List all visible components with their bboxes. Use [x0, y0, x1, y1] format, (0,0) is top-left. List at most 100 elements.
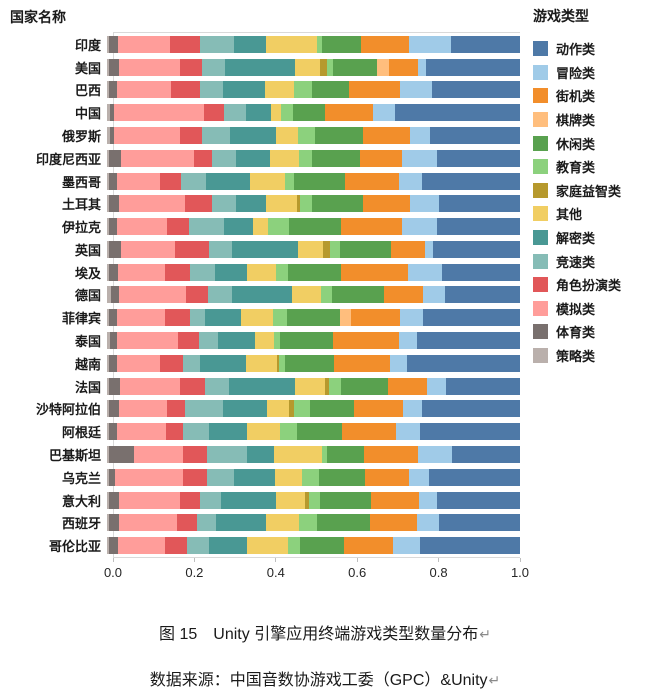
paragraph-mark: ↵ [479, 626, 491, 642]
bar-segment [274, 445, 322, 463]
bar-row: 意大利 [0, 489, 520, 512]
bar-segment [116, 423, 167, 441]
bar-segment [340, 263, 409, 281]
bar-segment [388, 58, 418, 76]
x-tick-mark [275, 558, 277, 562]
stacked-bar [107, 332, 520, 350]
stacked-bar [107, 468, 520, 486]
bar-segment [359, 149, 402, 167]
bar-segment [437, 149, 520, 167]
bar-segment [451, 35, 520, 53]
bar-rows: 印度 美国 巴西 中国 俄罗斯 印度尼西亚 墨西哥 土耳其 伊拉克 英国 埃及 德国 菲律宾 泰国 越南 法国… [0, 33, 520, 557]
bar-segment [292, 286, 322, 304]
bar-segment [107, 286, 112, 304]
legend-swatch [533, 277, 548, 293]
bar-segment [272, 309, 287, 327]
bar-segment [342, 423, 397, 441]
bar-segment [264, 81, 294, 99]
bar-segment [333, 58, 377, 76]
stacked-bar [107, 104, 520, 122]
legend-swatch [533, 348, 548, 364]
bar-row: 伊拉克 [0, 215, 520, 238]
bar-segment [188, 218, 225, 236]
bar-segment [294, 400, 310, 418]
country-label: 英国 [74, 242, 101, 258]
bar-segment [107, 35, 110, 53]
bar-segment [329, 240, 341, 258]
figure-caption-text: 图 15 Unity 引擎应用终端游戏类型数量分布 [159, 626, 479, 643]
plot-bottom-border [113, 557, 520, 558]
bar-segment [107, 514, 110, 532]
bar-segment [193, 149, 213, 167]
bar-segment [201, 58, 226, 76]
country-label: 乌克兰 [61, 470, 101, 486]
bar-segment [410, 195, 440, 213]
bar-segment [117, 218, 167, 236]
bar-segment [215, 263, 248, 281]
bar-segment [340, 377, 389, 395]
stacked-bar [107, 263, 520, 281]
x-tick-label: 0.8 [429, 565, 448, 580]
bar-segment [396, 423, 420, 441]
x-tick-label: 1.0 [510, 565, 530, 580]
bar-segment [362, 195, 411, 213]
stacked-bar [107, 286, 520, 304]
bar-segment [293, 81, 313, 99]
bar-segment [417, 58, 427, 76]
bar-segment [298, 127, 316, 145]
bar-segment [109, 377, 121, 395]
bar-segment [429, 468, 520, 486]
country-label: 阿根廷 [61, 425, 101, 441]
bar-row: 英国 [0, 238, 520, 261]
bar-segment [408, 468, 430, 486]
country-label: 中国 [74, 106, 101, 122]
bar-segment [288, 263, 341, 281]
bar-segment [451, 445, 520, 463]
bar-segment [109, 445, 134, 463]
bar-segment [205, 377, 229, 395]
bar-row: 越南 [0, 352, 520, 375]
bar-segment [208, 423, 248, 441]
bar-segment [208, 240, 233, 258]
bar-segment [200, 491, 221, 509]
bar-segment [121, 149, 194, 167]
country-label: 巴基斯坦 [48, 447, 101, 463]
bar-segment [200, 354, 247, 372]
bar-segment [111, 286, 119, 304]
bar-segment [433, 240, 520, 258]
legend-swatch [533, 112, 548, 128]
bar-segment [107, 332, 111, 350]
bar-segment [391, 240, 425, 258]
bar-segment [183, 354, 201, 372]
bar-segment [110, 332, 117, 350]
bar-segment [289, 400, 295, 418]
bar-segment [287, 537, 300, 555]
x-tick-mark [438, 558, 440, 562]
bar-segment [119, 400, 167, 418]
bar-segment [312, 195, 363, 213]
legend-item: 冒险类 [533, 61, 621, 85]
bar-segment [205, 172, 250, 190]
bar-segment [321, 286, 332, 304]
bar-segment [388, 377, 427, 395]
stacked-bar [107, 240, 520, 258]
bar-segment [438, 514, 520, 532]
bar-segment [109, 81, 118, 99]
bar-segment [247, 263, 277, 281]
bar-segment [293, 172, 346, 190]
bar-segment [437, 491, 520, 509]
country-label: 法国 [74, 379, 101, 395]
bar-segment [265, 35, 317, 53]
bar-segment [180, 377, 206, 395]
bar-segment [186, 537, 209, 555]
x-tick-mark [356, 558, 358, 562]
bar-segment [294, 377, 326, 395]
stacked-bar [107, 423, 520, 441]
bar-segment [107, 537, 110, 555]
bar-row: 菲律宾 [0, 306, 520, 329]
x-tick-label: 0.0 [103, 565, 123, 580]
bar-segment [369, 514, 418, 532]
bar-segment [233, 35, 266, 53]
stacked-bar [107, 195, 520, 213]
bar-segment [212, 195, 236, 213]
